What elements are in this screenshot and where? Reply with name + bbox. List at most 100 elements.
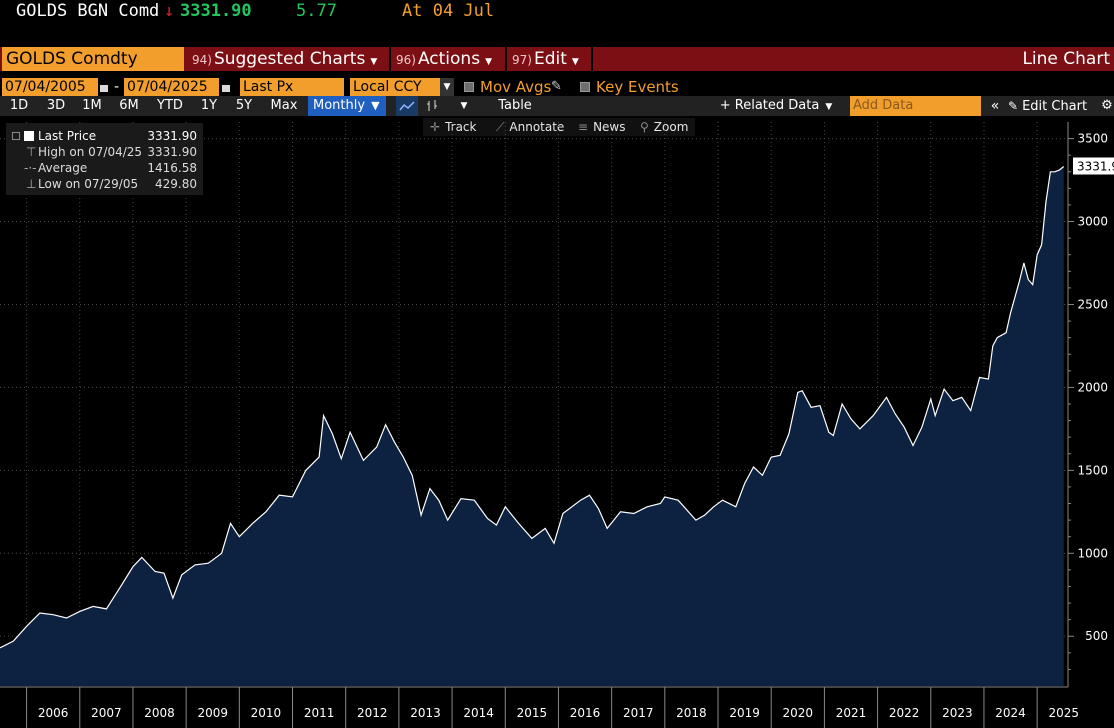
x-tick-label: 2008 (144, 706, 175, 720)
zoom-label: Zoom (653, 120, 689, 134)
last-price-tag: 3331.90 (1077, 160, 1114, 174)
legend-value: 3331.90 (147, 129, 197, 143)
pencil-icon[interactable]: ✎ (551, 79, 562, 94)
annotate-label: Annotate (509, 120, 565, 134)
x-tick-label: 2012 (357, 706, 388, 720)
divider (591, 47, 593, 71)
last-price-marker: 3331.90 (1073, 157, 1114, 175)
suggested-charts-menu[interactable]: 94) Suggested Charts ▼ (192, 47, 377, 71)
actions-menu[interactable]: 96) Actions ▼ (396, 47, 492, 71)
x-tick-label: 2025 (1048, 706, 1079, 720)
period-1y-button[interactable]: 1Y (200, 98, 218, 113)
period-5y-button[interactable]: 5Y (235, 98, 253, 113)
legend-value: 429.80 (155, 177, 197, 191)
collapse-icon[interactable] (12, 132, 20, 140)
ticker-line: GOLDS BGN Comd ↓ 3331.90 5.77 At 04 Jul (0, 0, 1114, 22)
annotate-tool[interactable]: ⟋ Annotate (496, 118, 564, 136)
gear-icon[interactable]: ⚙ (1101, 98, 1113, 113)
table-button[interactable]: Table (498, 98, 532, 113)
x-tick-label: 2010 (251, 706, 282, 720)
key-events-label[interactable]: Key Events (596, 78, 679, 96)
zoom-tool[interactable]: ⚲ Zoom (640, 118, 688, 136)
price-line (0, 166, 1065, 649)
edit-chart-button[interactable]: ✎ Edit Chart (1008, 96, 1100, 116)
chart-type-label[interactable]: Line Chart (1022, 49, 1110, 69)
ticker-change: 5.77 (296, 1, 337, 21)
x-tick-label: 2024 (995, 706, 1026, 720)
calendar-icon[interactable] (221, 82, 231, 93)
currency-selector[interactable]: Local CCY (350, 78, 440, 96)
average-marker-icon: -·- (24, 161, 37, 175)
magnifier-icon: ⚲ (640, 120, 649, 134)
legend-value: 3331.90 (147, 145, 197, 159)
edit-chart-label: Edit Chart (1022, 99, 1088, 114)
x-tick-label: 2011 (304, 706, 335, 720)
period-1d-button[interactable]: 1D (9, 98, 29, 113)
collapse-icon[interactable]: « (990, 98, 1000, 114)
field-selector[interactable]: Last Px (240, 78, 344, 96)
x-tick-label: 2007 (91, 706, 122, 720)
x-tick-label: 2016 (570, 706, 601, 720)
x-tick-label: 2006 (38, 706, 69, 720)
security-field[interactable]: GOLDS Comdty (2, 47, 184, 71)
suggested-number: 94) (192, 53, 212, 67)
dropdown-arrow-icon: ▼ (485, 57, 492, 67)
price-area (0, 166, 1064, 686)
y-tick-label: 2500 (1077, 297, 1108, 311)
down-arrow-icon: ↓ (164, 1, 175, 21)
y-tick-label: 3000 (1077, 215, 1108, 229)
divider (505, 47, 507, 71)
legend-label: Last Price (38, 129, 97, 143)
legend-label: Average (38, 161, 88, 175)
period-6m-button[interactable]: 6M (119, 98, 139, 113)
end-date-field[interactable]: 07/04/2025 (124, 78, 219, 96)
divider (389, 47, 391, 71)
frequency-dropdown[interactable]: Monthly ▼ (308, 96, 386, 116)
related-data-label: + Related Data (719, 98, 820, 113)
news-tool[interactable]: ≡ News (578, 118, 626, 136)
frequency-label: Monthly (313, 98, 366, 113)
y-tick-label: 2000 (1077, 380, 1108, 394)
period-max-button[interactable]: Max (270, 98, 298, 113)
mov-avgs-label[interactable]: Mov Avgs (480, 78, 552, 96)
ticker-symbol: GOLDS BGN Comd (16, 1, 160, 21)
period-bar (0, 96, 1114, 116)
dropdown-arrow-icon: ▼ (571, 57, 579, 67)
mov-avgs-checkbox[interactable] (464, 82, 474, 92)
y-tick-label: 500 (1085, 629, 1108, 643)
period-ytd-button[interactable]: YTD (157, 98, 183, 113)
chevron-down-icon: ▼ (825, 102, 833, 112)
x-tick-label: 2009 (197, 706, 228, 720)
suggested-label: Suggested Charts (213, 49, 366, 69)
low-marker-icon: ⊥ (26, 177, 37, 191)
edit-menu[interactable]: 97) Edit ▼ (512, 47, 579, 71)
bar-chart-icon[interactable] (421, 96, 443, 116)
security-label: GOLDS Comdty (6, 49, 138, 69)
period-3d-button[interactable]: 3D (46, 98, 66, 113)
track-tool[interactable]: ✛ Track (430, 118, 476, 136)
tool-strip (423, 118, 695, 136)
y-tick-label: 1000 (1077, 546, 1108, 560)
x-tick-label: 2020 (783, 706, 814, 720)
x-tick-label: 2023 (942, 706, 973, 720)
x-tick-label: 2018 (676, 706, 707, 720)
related-data-button[interactable]: + Related Data ▼ (716, 96, 836, 116)
legend-label: Low on 07/29/05 (38, 177, 139, 191)
start-date-field[interactable]: 07/04/2005 (2, 78, 98, 96)
actions-number: 96) (396, 53, 416, 67)
add-data-input[interactable]: Add Data (850, 96, 981, 116)
edit-label: Edit (533, 49, 567, 69)
x-tick-label: 2021 (836, 706, 867, 720)
chevron-down-icon[interactable]: ▼ (460, 101, 468, 111)
chevron-down-icon[interactable]: ▼ (440, 78, 454, 96)
ticker-timestamp: At 04 Jul (402, 1, 495, 21)
actions-label: Actions (417, 49, 481, 69)
key-events-checkbox[interactable] (580, 82, 590, 92)
x-tick-label: 2015 (517, 706, 548, 720)
x-tick-label: 2017 (623, 706, 654, 720)
line-chart-icon[interactable] (396, 96, 418, 116)
y-tick-label: 3500 (1077, 132, 1108, 146)
calendar-icon[interactable] (99, 82, 109, 93)
period-1m-button[interactable]: 1M (82, 98, 102, 113)
